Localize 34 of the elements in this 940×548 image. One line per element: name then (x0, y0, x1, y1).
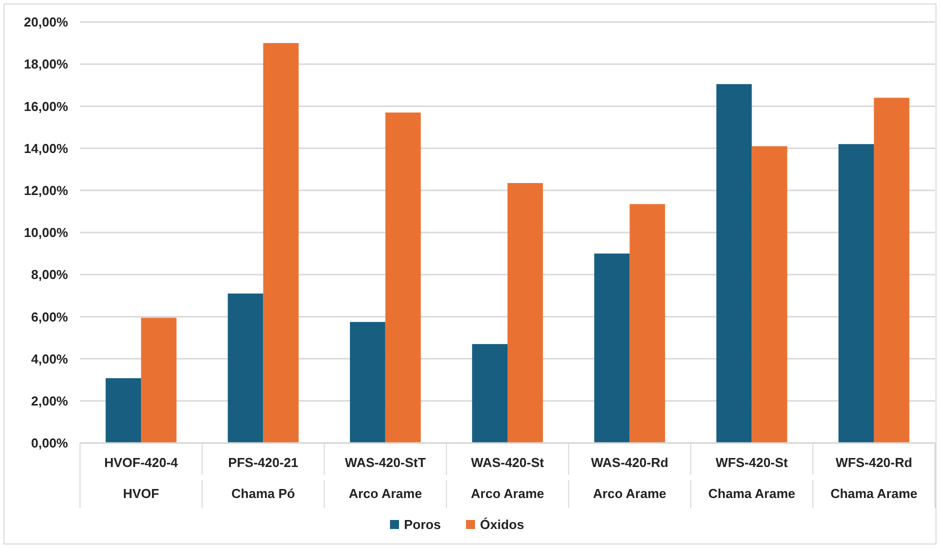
y-tick-label: 18,00% (24, 56, 68, 72)
y-tick-label: 14,00% (24, 140, 68, 156)
bar (508, 183, 543, 443)
legend-label: Poros (404, 517, 441, 532)
category-label: HVOF-420-4 HVOF (104, 455, 178, 501)
bar (716, 84, 752, 443)
legend-label: Óxidos (480, 517, 524, 532)
category-label: WFS-420-St Chama Arame (708, 455, 796, 501)
bar (228, 294, 264, 443)
y-tick-label: 10,00% (24, 225, 68, 240)
bar (630, 204, 666, 443)
y-tick-label: 4,00% (31, 351, 68, 366)
category-label: WAS-420-St Arco Arame (470, 455, 544, 501)
bar (472, 344, 508, 443)
category-label: WAS-420-StT Arco Arame (344, 455, 426, 501)
category-label: WFS-420-Rd Chama Arame (830, 455, 918, 501)
y-tick-label: 0,00% (31, 436, 68, 451)
bar (752, 146, 788, 443)
y-tick-label: 12,00% (24, 182, 68, 198)
y-tick-label: 16,00% (24, 98, 68, 114)
bar (874, 98, 910, 443)
bar (594, 254, 630, 443)
y-tick-label: 8,00% (31, 267, 68, 282)
category-label: WAS-420-Rd Arco Arame (590, 455, 668, 501)
y-tick-label: 20,00% (24, 14, 68, 30)
bar (350, 322, 386, 443)
bar (141, 318, 176, 443)
bar (263, 43, 299, 443)
bar (385, 112, 421, 443)
category-label: PFS-420-21 Chama Pó (228, 455, 298, 501)
y-tick-label: 6,00% (31, 309, 68, 324)
y-tick-label: 2,00% (31, 393, 68, 408)
bar (838, 144, 874, 443)
bar (106, 378, 142, 443)
